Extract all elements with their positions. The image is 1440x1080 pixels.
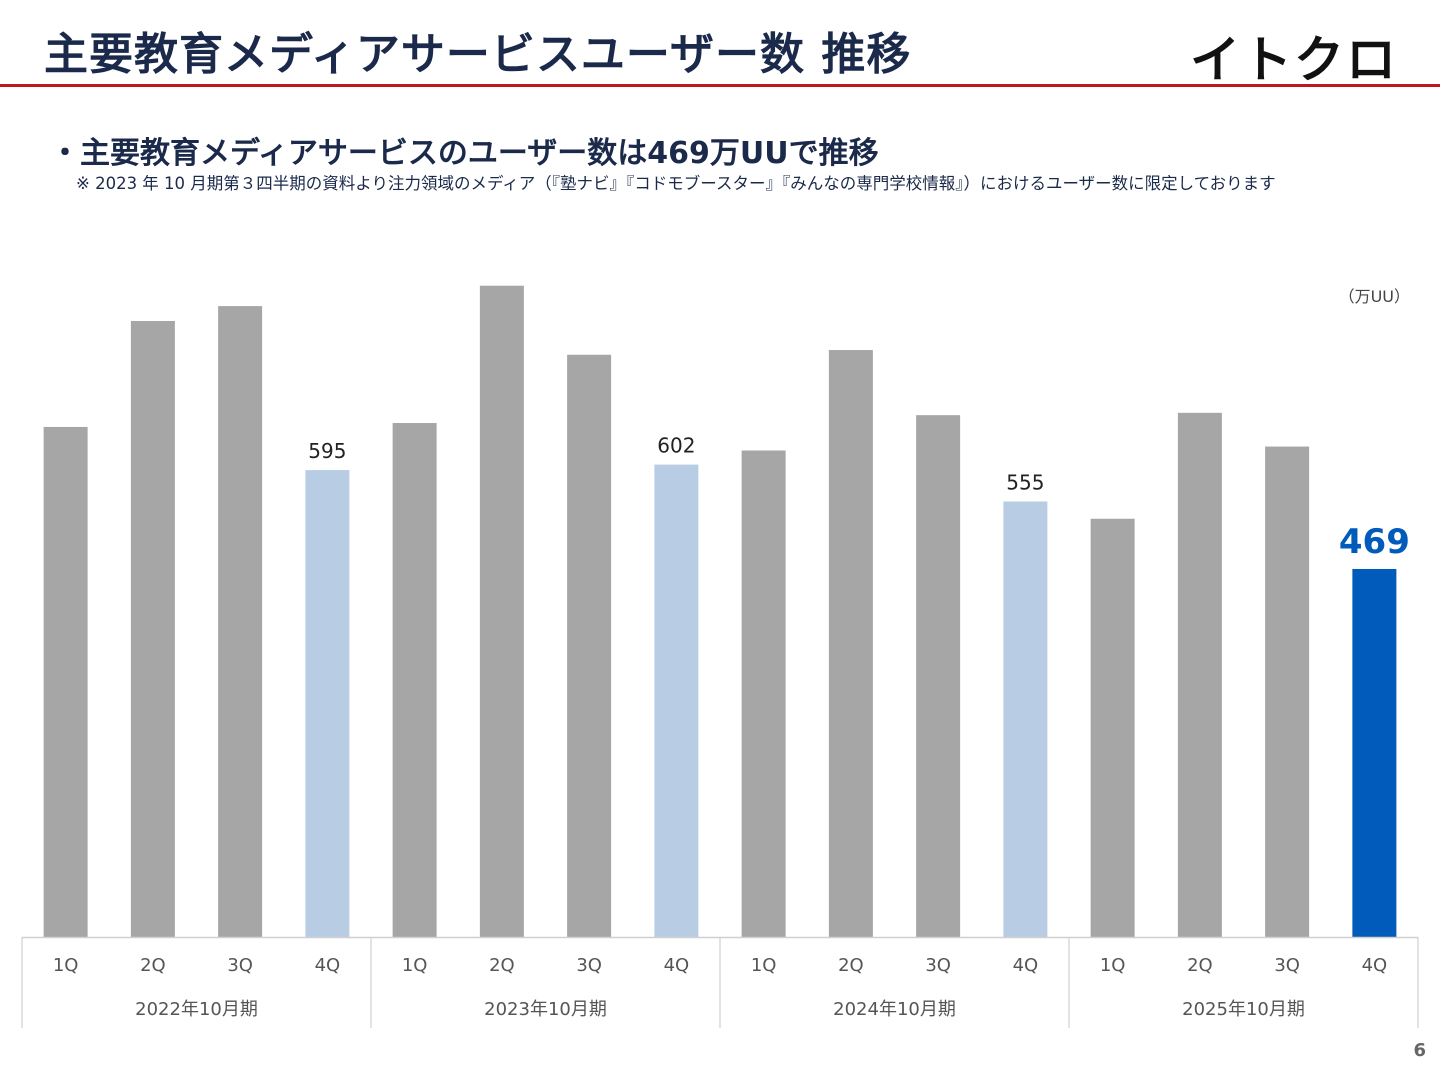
title-divider [0,84,1440,87]
x-tick-label: 3Q [576,955,602,976]
x-tick-label: 4Q [1362,955,1388,976]
unit-label: （万UU） [1339,287,1410,306]
x-tick-label: 1Q [1100,955,1126,976]
bar [218,306,263,938]
x-tick-label: 4Q [1013,955,1039,976]
x-tick-label: 3Q [227,955,253,976]
bar [43,426,88,937]
x-group-label: 2025年10月期 [1182,999,1305,1020]
bar [130,321,175,938]
x-group-label: 2022年10月期 [135,999,258,1020]
data-label: 555 [1006,470,1044,494]
x-tick-label: 1Q [751,955,777,976]
x-tick-label: 1Q [53,955,79,976]
headline: ・主要教育メディアサービスのユーザー数は469万UUで推移 [50,136,879,171]
x-tick-label: 2Q [838,955,864,976]
x-tick-label: 4Q [315,955,341,976]
bar [1265,446,1310,937]
footnote: ※ 2023 年 10 月期第３四半期の資料より注力領域のメディア（『塾ナビ』『… [76,174,1276,193]
x-group-label: 2023年10月期 [484,999,607,1020]
data-label: 469 [1339,522,1410,562]
page-title: 主要教育メディアサービスユーザー数 推移 [44,29,912,80]
x-tick-label: 1Q [402,955,428,976]
bar [1090,518,1135,937]
bar [567,354,612,937]
company-logo: イトクロ [1190,31,1398,89]
x-tick-label: 2Q [1187,955,1213,976]
x-tick-label: 2Q [489,955,515,976]
bar [741,450,786,937]
bar [1177,412,1222,937]
data-label: 602 [657,434,695,458]
x-tick-label: 3Q [1274,955,1300,976]
data-label: 595 [308,439,346,463]
bar [479,285,524,938]
bar [916,415,961,937]
x-group-label: 2024年10月期 [833,999,956,1020]
x-tick-label: 4Q [664,955,690,976]
x-tick-label: 2Q [140,955,166,976]
bar [654,464,699,937]
bar [1003,501,1048,937]
bar [1352,568,1397,937]
bar [392,423,437,937]
bar [828,350,873,937]
page-number: 6 [1413,1040,1426,1061]
x-tick-label: 3Q [925,955,951,976]
bar [305,470,350,937]
